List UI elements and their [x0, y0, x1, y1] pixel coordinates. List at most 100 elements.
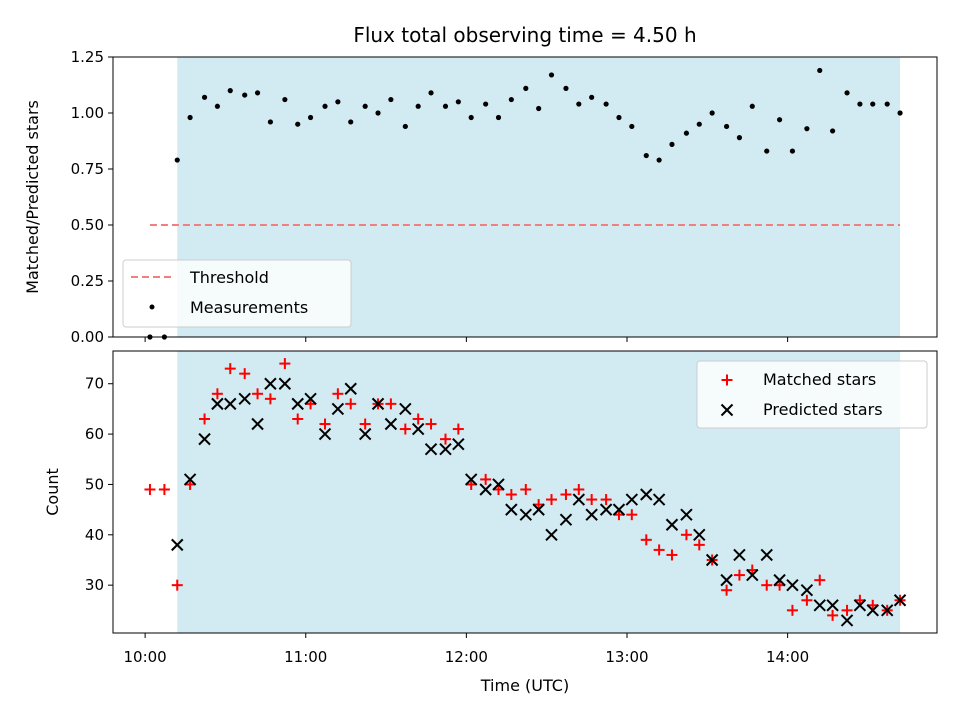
top-y-tick-label: 1.00 — [71, 104, 104, 122]
matched-star-point — [224, 363, 236, 375]
matched-star-point — [425, 418, 437, 430]
predicted-star-point — [411, 422, 425, 436]
bottom-y-axis-label: Count — [43, 468, 62, 516]
measurements-points — [147, 67, 903, 340]
measurement-point — [523, 85, 529, 91]
matched-star-point — [680, 529, 692, 541]
top-y-tick-label: 0.50 — [71, 216, 104, 234]
predicted-star-point — [464, 473, 478, 486]
predicted-star-point — [680, 508, 693, 521]
bottom-panel: 30 40 50 60 70 10:00 11:00 12:00 13:00 14:00 Cou… — [43, 350, 938, 695]
measurement-point — [736, 135, 743, 141]
measurement-point — [764, 148, 770, 154]
matched-star-point — [761, 579, 773, 591]
measurement-point — [254, 90, 261, 96]
matched-star-point — [560, 489, 572, 501]
measurement-point — [749, 103, 755, 109]
predicted-star-point — [318, 427, 332, 441]
measurement-point — [829, 128, 836, 134]
bottom-plot-frame — [112, 350, 938, 634]
bottom-y-ticks: 30 40 50 60 70 — [85, 375, 113, 594]
measurement-point — [282, 96, 288, 103]
measurement-point — [483, 101, 489, 107]
x-tick-label: 14:00 — [766, 648, 809, 666]
measurement-point — [375, 110, 381, 116]
predicted-star-point — [505, 503, 518, 516]
matched-star-point — [505, 489, 517, 501]
predicted-star-point — [840, 614, 854, 627]
predicted-star-point — [760, 548, 773, 562]
predicted-star-point — [198, 432, 211, 446]
measurement-point — [187, 114, 193, 121]
bottom-y-tick-label: 50 — [85, 475, 104, 493]
predicted-star-point — [331, 402, 345, 416]
predicted-star-point — [371, 397, 385, 411]
matched-star-point — [640, 534, 652, 546]
measurement-point — [214, 103, 221, 109]
matched-star-point — [573, 483, 585, 495]
predicted-star-point — [746, 568, 759, 582]
measurement-point — [442, 103, 449, 109]
matched-star-point — [264, 393, 276, 405]
predicted-star-point — [278, 377, 292, 390]
matched-star-point — [439, 433, 451, 445]
bottom-y-tick-label: 30 — [85, 576, 104, 594]
predicted-star-point — [786, 578, 799, 592]
predicted-star-point — [545, 528, 558, 542]
bottom-legend: Matched stars Predicted stars — [696, 360, 928, 429]
bottom-y-tick-label: 70 — [85, 375, 104, 393]
matched-star-point — [345, 398, 357, 410]
measurement-point — [322, 103, 328, 109]
matched-star-point — [666, 549, 678, 561]
predicted-star-point — [599, 503, 613, 516]
legend-predicted-label: Predicted stars — [763, 400, 883, 419]
legend-matched-swatch — [721, 374, 733, 386]
predicted-star-point — [880, 604, 894, 617]
matched-star-point — [158, 483, 170, 495]
measurement-point — [629, 123, 635, 130]
measurement-point — [789, 148, 796, 154]
matched-star-point — [801, 594, 813, 606]
predicted-star-point — [705, 553, 719, 567]
matched-star-point — [385, 398, 397, 410]
x-tick-label: 13:00 — [605, 648, 648, 666]
matched-star-point — [211, 388, 223, 400]
matched-star-point — [319, 418, 331, 430]
measurement-point — [723, 123, 730, 130]
measurement-point — [857, 101, 863, 107]
predicted-star-point — [439, 442, 452, 456]
x-tick-label: 10:00 — [124, 648, 167, 666]
predicted-star-point — [479, 483, 492, 496]
predicted-star-point — [291, 397, 304, 411]
measurement-point — [348, 119, 354, 125]
predicted-star-point — [452, 437, 465, 451]
predicted-star-point — [211, 397, 224, 411]
legend-predicted-marker — [720, 403, 734, 417]
top-plot-frame — [112, 56, 938, 338]
matched-star-point — [279, 358, 291, 370]
predicted-star-point — [238, 392, 251, 406]
measurement-point — [495, 114, 502, 121]
matched-star-point — [600, 494, 612, 506]
predicted-star-point — [492, 478, 505, 491]
predicted-star-point — [800, 583, 814, 597]
top-y-tick-label: 0.75 — [71, 160, 104, 178]
matched-star-point — [841, 604, 853, 616]
predicted-star-point — [652, 493, 666, 506]
predicted-star-point — [424, 442, 438, 456]
measurement-point — [776, 117, 783, 123]
matched-star-point — [359, 418, 371, 430]
predicted-star-point — [224, 397, 237, 411]
predicted-star-point — [853, 599, 867, 612]
measurement-point — [669, 141, 675, 147]
measurement-point — [576, 101, 582, 107]
matched-star-point — [520, 483, 532, 495]
measurement-point — [201, 94, 208, 100]
matched-star-point — [292, 413, 304, 425]
predicted-star-point — [893, 594, 907, 607]
predicted-star-point — [625, 493, 639, 506]
measurement-point — [536, 105, 542, 112]
matched-star-point — [252, 388, 264, 400]
predicted-star-point — [572, 493, 586, 506]
chart-title: Flux total observing time = 4.50 h — [353, 23, 696, 47]
